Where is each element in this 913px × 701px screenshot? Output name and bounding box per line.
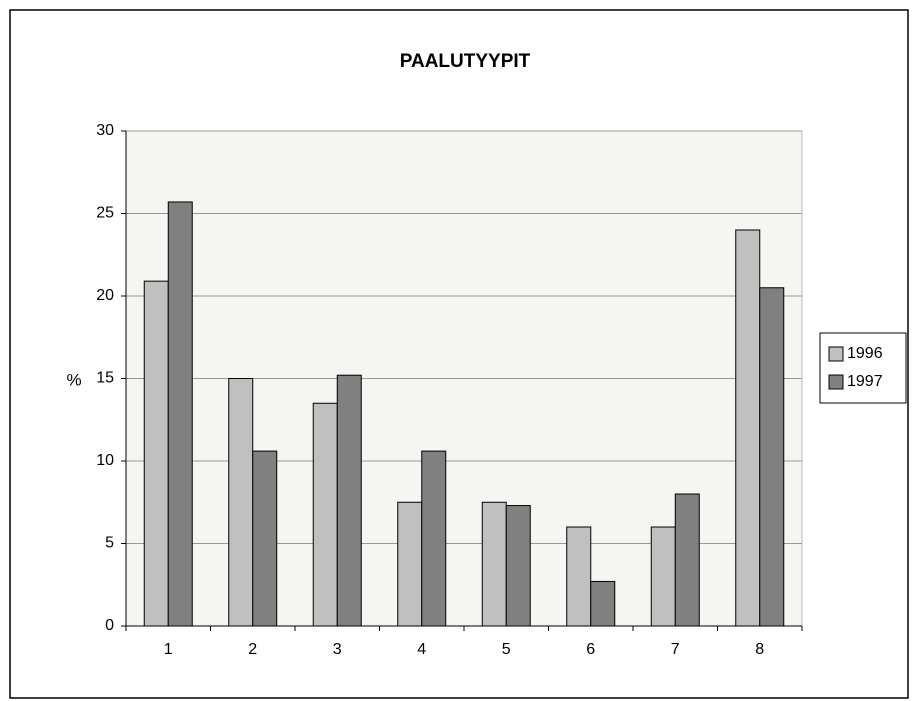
y-tick-label: 15	[96, 370, 114, 387]
x-tick-label: 1	[164, 641, 173, 658]
x-tick-label: 4	[417, 641, 426, 658]
bar	[167, 201, 193, 627]
x-tick-label: 8	[755, 641, 764, 658]
bar	[674, 493, 700, 627]
x-tick-label: 6	[586, 641, 595, 658]
y-tick-label: 25	[96, 205, 114, 222]
bar	[312, 402, 338, 627]
y-tick-label: 30	[96, 122, 114, 139]
bar	[650, 526, 676, 627]
legend-swatch	[828, 346, 844, 362]
bar	[759, 287, 785, 627]
x-tick-label: 2	[248, 641, 257, 658]
bar	[481, 501, 507, 627]
bar	[590, 580, 616, 627]
x-tick-label: 3	[333, 641, 342, 658]
bar	[397, 501, 423, 627]
bar	[735, 229, 761, 627]
bar	[336, 374, 362, 627]
y-axis-label: %	[66, 370, 81, 389]
bar	[252, 450, 278, 627]
bar	[421, 450, 447, 627]
bar	[143, 280, 169, 627]
bar	[566, 526, 592, 627]
x-tick-label: 5	[502, 641, 511, 658]
x-tick-label: 7	[671, 641, 680, 658]
legend-swatch	[828, 374, 844, 390]
y-tick-label: 5	[105, 535, 114, 552]
legend-box	[819, 332, 907, 404]
bar	[228, 378, 254, 627]
y-tick-label: 10	[96, 452, 114, 469]
bar	[505, 505, 531, 627]
y-tick-label: 20	[96, 287, 114, 304]
chart-title: PAALUTYYPIT	[400, 51, 531, 72]
y-tick-label: 0	[105, 617, 114, 634]
legend-label: 1997	[847, 373, 883, 390]
legend-label: 1996	[847, 345, 883, 362]
